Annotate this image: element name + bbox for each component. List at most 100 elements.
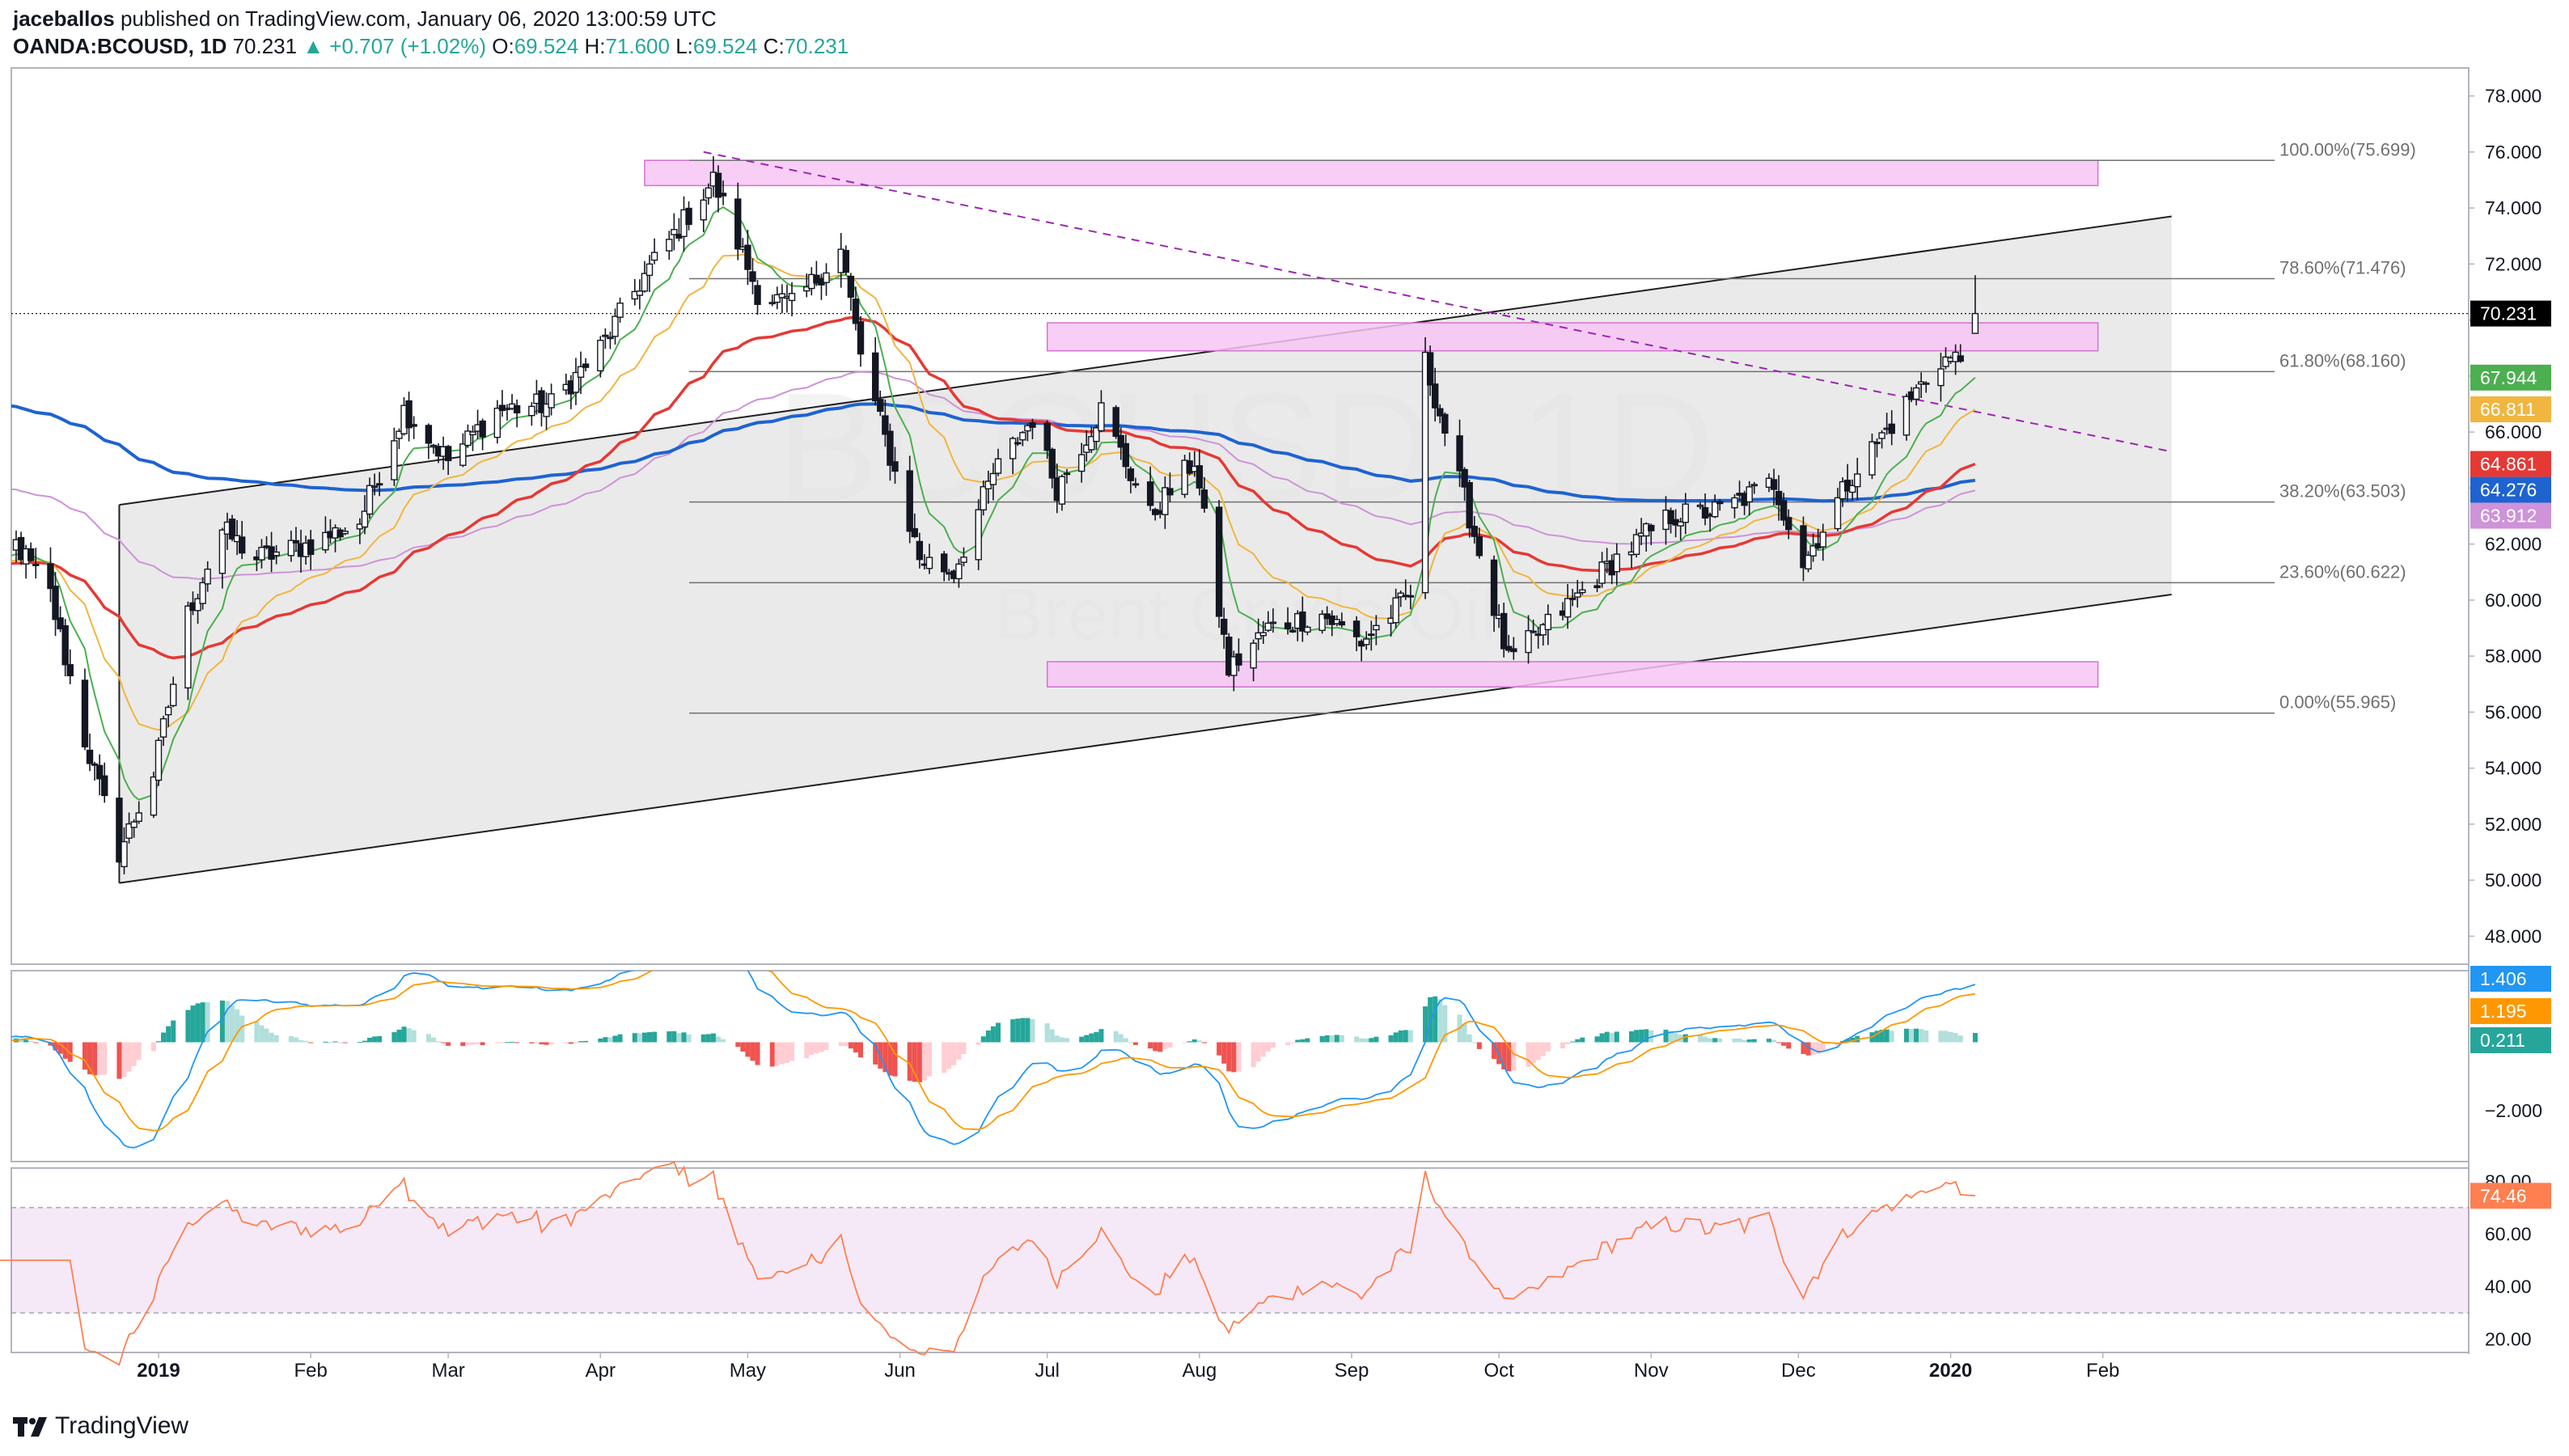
- macd-histogram-bar: [1089, 1033, 1094, 1043]
- time-tick-label: 2020: [1929, 1360, 1972, 1382]
- candle-body: [1437, 408, 1444, 417]
- macd-histogram-bar: [1663, 1029, 1669, 1043]
- macd-histogram-bar: [425, 1034, 431, 1043]
- macd-histogram-bar: [195, 1003, 201, 1043]
- macd-histogram-bar: [1492, 1042, 1497, 1060]
- price-tick-label: 50.000: [2485, 870, 2541, 891]
- macd-histogram-bar: [1771, 1039, 1777, 1043]
- candle-body: [975, 509, 982, 561]
- macd-histogram-bar: [1889, 1031, 1894, 1043]
- macd-histogram-bar: [446, 1042, 451, 1046]
- candle-body: [405, 400, 413, 429]
- candle-body: [940, 553, 948, 573]
- macd-histogram-bar: [1737, 1039, 1742, 1043]
- macd-histogram-bar: [1010, 1019, 1016, 1043]
- macd-histogram-bar: [1305, 1038, 1310, 1043]
- candle-body: [1426, 352, 1434, 386]
- tradingview-logo-icon[interactable]: [11, 1414, 50, 1440]
- candle-body: [1431, 383, 1439, 408]
- price-badge: [2470, 396, 2551, 423]
- macd-histogram-bar: [1128, 1042, 1133, 1043]
- macd-histogram-bar: [568, 1042, 573, 1044]
- macd-histogram-bar: [1064, 1038, 1069, 1043]
- author-name[interactable]: jaceballos: [13, 6, 115, 31]
- candle-body: [1112, 407, 1119, 438]
- published-text: published on TradingView.com, January 06…: [120, 6, 717, 31]
- price-tick-label: 66.000: [2485, 421, 2541, 442]
- macd-histogram-bar: [735, 1042, 741, 1048]
- candle-body: [292, 540, 300, 544]
- candle-body: [1043, 422, 1051, 451]
- time-tick-label: May: [730, 1360, 766, 1382]
- macd-histogram-bar: [1648, 1030, 1654, 1043]
- macd-histogram-bar: [1953, 1033, 1958, 1043]
- candle-body: [1667, 510, 1674, 524]
- price-tick-label: 74.000: [2485, 197, 2541, 218]
- macd-histogram-bar: [843, 1042, 849, 1047]
- candle-body: [66, 664, 74, 677]
- macd-histogram-bar: [769, 1042, 775, 1067]
- candle-body: [1063, 472, 1071, 476]
- high-value: 71.600: [605, 34, 670, 58]
- candle-body: [1869, 441, 1876, 476]
- macd-histogram-bar: [401, 1026, 407, 1043]
- candle-body: [1475, 535, 1483, 557]
- publish-line: jaceballos published on TradingView.com,…: [13, 6, 717, 32]
- candle-body: [1284, 622, 1292, 630]
- channel-lower-line: [119, 593, 2172, 884]
- time-tick-label: Feb: [294, 1360, 327, 1382]
- macd-histogram-bar: [53, 1042, 58, 1051]
- macd-histogram-bar: [1398, 1030, 1403, 1043]
- macd-histogram-bar: [755, 1042, 760, 1065]
- price-badge-label: 64.276: [2480, 480, 2537, 501]
- macd-histogram-bar: [1191, 1039, 1197, 1043]
- symbol-label[interactable]: OANDA:BCOUSD, 1D: [13, 34, 227, 58]
- candle-body: [650, 252, 658, 261]
- macd-histogram-bar: [367, 1037, 373, 1043]
- macd-histogram-bar: [1300, 1039, 1306, 1043]
- macd-histogram-bar: [116, 1042, 122, 1079]
- macd-histogram-bar: [1260, 1042, 1266, 1057]
- macd-badge-label: 1.406: [2480, 968, 2527, 989]
- candle-body: [1574, 592, 1581, 598]
- macd-histogram-bar: [607, 1037, 613, 1043]
- ma-line-sma-200: [11, 402, 1976, 503]
- candle-body: [1971, 312, 1979, 334]
- candle-body: [1230, 656, 1238, 676]
- price-badge: [2470, 451, 2551, 477]
- candle-body: [1848, 485, 1856, 493]
- candle-body: [994, 458, 1002, 474]
- time-tick-label: Nov: [1634, 1360, 1669, 1382]
- candle-body: [513, 404, 521, 414]
- macd-histogram-bar: [1580, 1037, 1585, 1043]
- candle-body: [81, 679, 89, 747]
- rsi-line: [0, 1161, 1975, 1366]
- candle-body: [410, 424, 417, 427]
- macd-histogram-bar: [705, 1034, 711, 1043]
- candle-body: [322, 531, 329, 551]
- macd-histogram-bar: [264, 1028, 269, 1043]
- close-value: 70.231: [784, 34, 849, 58]
- candle-body: [1441, 413, 1449, 434]
- candle-body: [1250, 642, 1257, 669]
- candle-body: [1299, 612, 1306, 632]
- candle-body: [1077, 454, 1086, 472]
- ohlc-line: OANDA:BCOUSD, 1D 70.231 ▲ +0.707 (+1.02%…: [13, 34, 849, 59]
- candle-body: [1392, 597, 1399, 624]
- macd-histogram-bar: [19, 1039, 24, 1043]
- macd-histogram-bar: [1594, 1036, 1600, 1043]
- candle-body: [548, 393, 555, 408]
- candle-body: [744, 244, 751, 270]
- macd-badge: [2470, 966, 2551, 992]
- macd-histogram-bar: [460, 1042, 466, 1047]
- price-tick-label: 56.000: [2485, 701, 2541, 722]
- fib-label-1: 78.60%(71.476): [2279, 258, 2406, 278]
- macd-histogram-bar: [921, 1042, 927, 1081]
- tradingview-brand[interactable]: TradingView: [55, 1412, 189, 1439]
- macd-histogram-bar: [97, 1042, 103, 1076]
- price-badge: [2470, 502, 2551, 529]
- candle-body: [341, 531, 349, 535]
- macd-histogram-bar: [219, 1000, 225, 1043]
- candle-body: [714, 172, 722, 198]
